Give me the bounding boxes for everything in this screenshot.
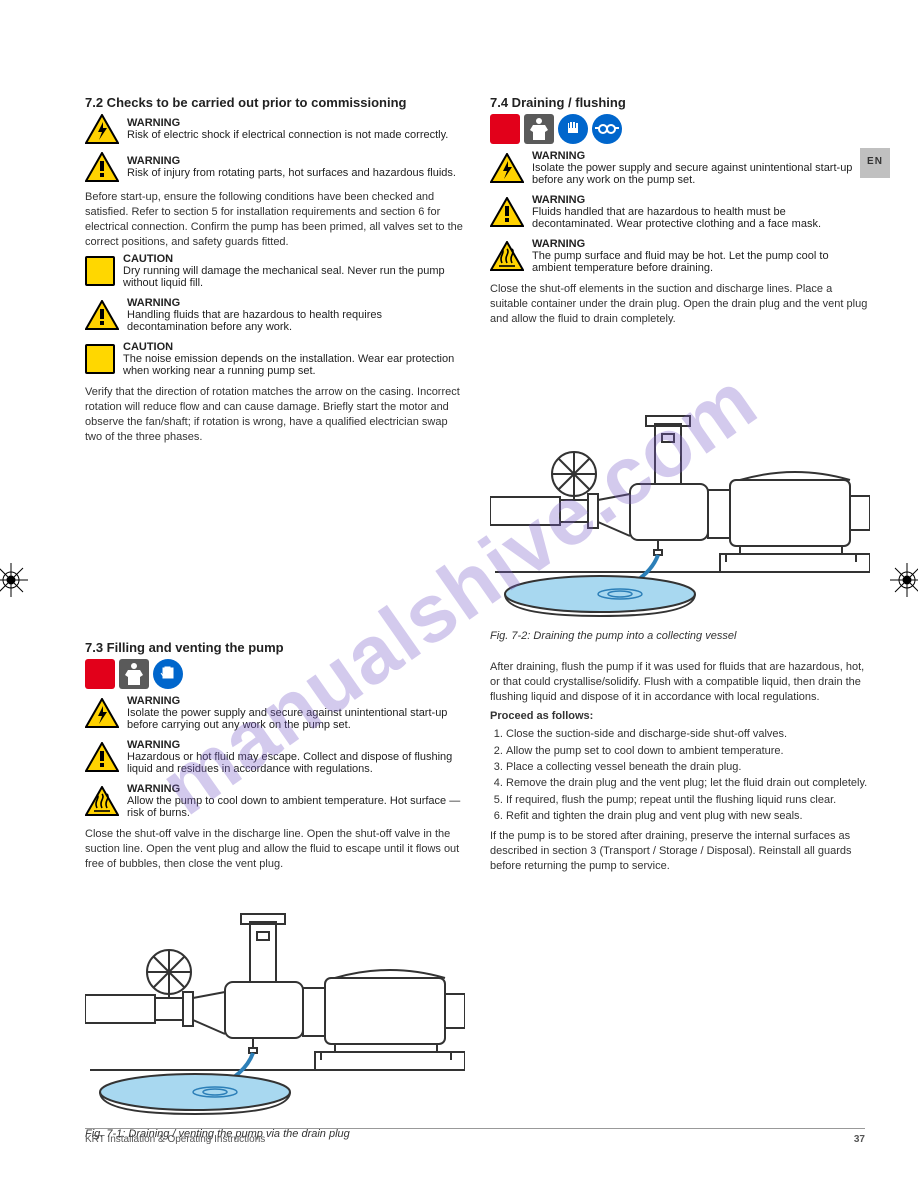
warning-label: WARNING — [532, 238, 585, 250]
body-text: Close the shut-off valve in the discharg… — [85, 827, 465, 872]
warning-label: WARNING — [532, 150, 585, 162]
body-text: Verify that the direction of rotation ma… — [85, 385, 465, 444]
electric-hazard-icon — [85, 114, 119, 144]
steps-label: Proceed as follows: — [490, 709, 870, 724]
hot-surface-icon — [490, 241, 524, 271]
warning-text: Risk of electric shock if electrical con… — [127, 129, 448, 141]
warning-text: Hazardous or hot fluid may escape. Colle… — [127, 751, 452, 775]
danger-icon — [490, 114, 520, 144]
body-text: Before start-up, ensure the following co… — [85, 190, 465, 249]
warning-text: Handling fluids that are hazardous to he… — [127, 309, 382, 333]
warning-hot-1: WARNING Allow the pump to cool down to a… — [85, 783, 465, 819]
drain-steps-list: Close the suction-side and discharge-sid… — [490, 727, 870, 823]
section-7-2-heading: 7.2 Checks to be carried out prior to co… — [85, 95, 465, 110]
step-item: Close the suction-side and discharge-sid… — [506, 727, 870, 741]
section-7-4-heading: 7.4 Draining / flushing — [490, 95, 870, 110]
warning-text: Isolate the power supply and secure agai… — [127, 707, 447, 731]
hot-surface-icon — [85, 786, 119, 816]
figure-caption: Fig. 7-2: Draining the pump into a colle… — [490, 629, 870, 644]
body-text: Close the shut-off elements in the sucti… — [490, 282, 870, 327]
warning-label: WARNING — [127, 695, 180, 707]
electric-hazard-icon — [85, 698, 119, 728]
body-text: After draining, flush the pump if it was… — [490, 660, 870, 705]
warning-label: WARNING — [127, 117, 180, 129]
general-hazard-icon — [85, 742, 119, 772]
caution-1: CAUTION Dry running will damage the mech… — [85, 253, 465, 289]
warning-text: Allow the pump to cool down to ambient t… — [127, 795, 460, 819]
warning-label: WARNING — [127, 783, 180, 795]
ppe-icon-strip — [85, 659, 465, 689]
caution-text: Dry running will damage the mechanical s… — [123, 265, 445, 289]
step-item: Refit and tighten the drain plug and ven… — [506, 809, 870, 823]
step-item: If required, flush the pump; repeat unti… — [506, 793, 870, 807]
caution-label: CAUTION — [123, 253, 173, 265]
warning-general-3: WARNING Hazardous or hot fluid may escap… — [85, 739, 465, 775]
protective-clothing-icon — [119, 659, 149, 689]
warning-text: Isolate the power supply and secure agai… — [532, 162, 852, 186]
warning-label: WARNING — [127, 297, 180, 309]
footer-rule — [85, 1128, 865, 1129]
warning-general-1: WARNING Risk of injury from rotating par… — [85, 152, 465, 182]
electric-hazard-icon — [490, 153, 524, 183]
protective-clothing-icon — [524, 114, 554, 144]
warning-text: Risk of injury from rotating parts, hot … — [127, 167, 456, 179]
section-7-3-heading: 7.3 Filling and venting the pump — [85, 640, 465, 655]
danger-icon — [85, 659, 115, 689]
warning-electric-2: WARNING Isolate the power supply and sec… — [85, 695, 465, 731]
ppe-icon-strip — [490, 114, 870, 144]
general-hazard-icon — [85, 300, 119, 330]
warning-text: Fluids handled that are hazardous to hea… — [532, 206, 821, 230]
step-item: Remove the drain plug and the vent plug;… — [506, 776, 870, 790]
pump-drain-illustration-right: Fig. 7-2: Draining the pump into a colle… — [490, 402, 870, 648]
general-hazard-icon — [490, 197, 524, 227]
warning-text: The pump surface and fluid may be hot. L… — [532, 250, 829, 274]
caution-icon — [85, 256, 115, 286]
warning-hot-2: WARNING The pump surface and fluid may b… — [490, 238, 870, 274]
warning-label: WARNING — [532, 194, 585, 206]
warning-electric-3: WARNING Isolate the power supply and sec… — [490, 150, 870, 186]
crop-mark-left — [0, 563, 28, 597]
warning-electric-1: WARNING Risk of electric shock if electr… — [85, 114, 465, 144]
pump-drain-illustration-left: Fig. 7-1: Draining / venting the pump vi… — [85, 900, 465, 1146]
caution-label: CAUTION — [123, 341, 173, 353]
caution-text: The noise emission depends on the instal… — [123, 353, 454, 377]
step-item: Allow the pump set to cool down to ambie… — [506, 744, 870, 758]
crop-mark-right — [890, 563, 918, 597]
warning-general-4: WARNING Fluids handled that are hazardou… — [490, 194, 870, 230]
gloves-icon — [558, 114, 588, 144]
general-hazard-icon — [85, 152, 119, 182]
gloves-icon — [153, 659, 183, 689]
step-item: Place a collecting vessel beneath the dr… — [506, 760, 870, 774]
warning-label: WARNING — [127, 155, 180, 167]
footer-doc-title: KRT Installation & Operating Instruction… — [85, 1134, 265, 1145]
goggles-icon — [592, 114, 622, 144]
caution-icon — [85, 344, 115, 374]
footer-page-number: 37 — [854, 1134, 865, 1145]
body-text: If the pump is to be stored after draini… — [490, 829, 870, 874]
warning-label: WARNING — [127, 739, 180, 751]
caution-2: CAUTION The noise emission depends on th… — [85, 341, 465, 377]
warning-general-2: WARNING Handling fluids that are hazardo… — [85, 297, 465, 333]
